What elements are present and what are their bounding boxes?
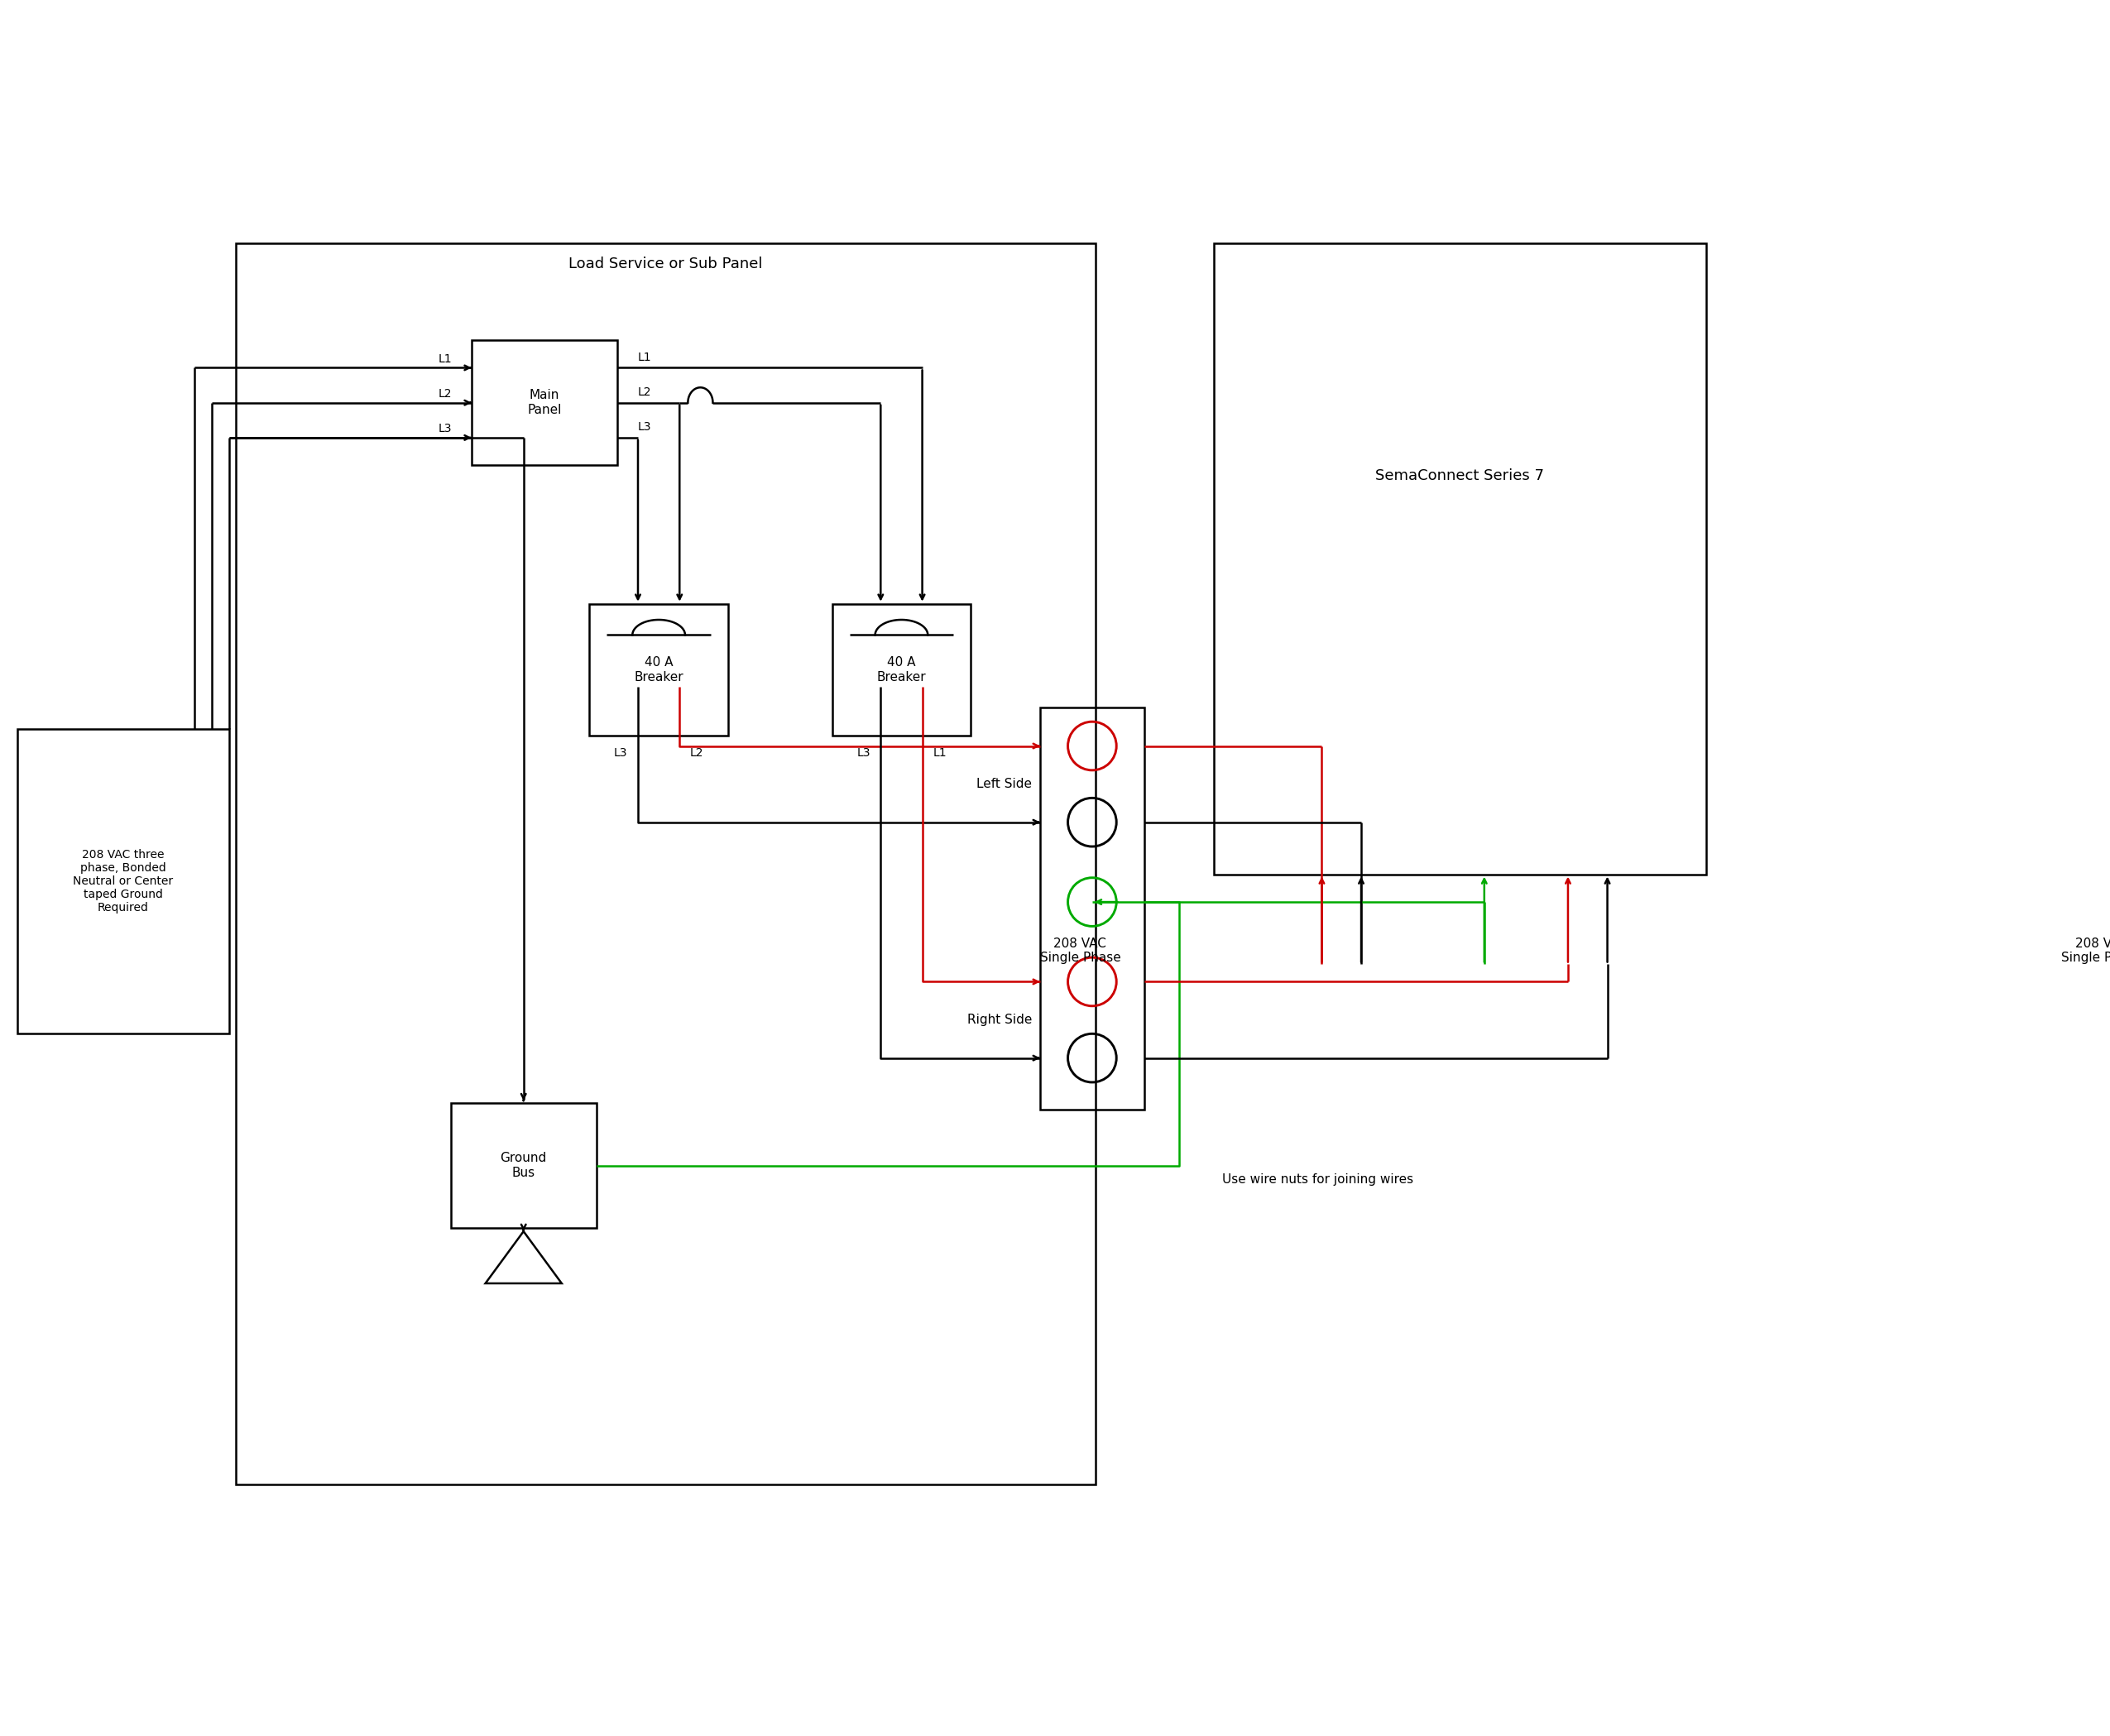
Text: L3: L3 [614,746,627,759]
Text: L3: L3 [637,422,652,432]
Bar [471,340,616,465]
Text: L1: L1 [933,746,947,759]
Text: Right Side: Right Side [966,1014,1032,1026]
Text: Left Side: Left Side [977,778,1032,790]
Text: L1: L1 [439,352,452,365]
Text: 208 VAC
Single Phase: 208 VAC Single Phase [1040,937,1120,963]
Bar [1040,708,1144,1109]
Text: SemaConnect Series 7: SemaConnect Series 7 [1376,469,1545,483]
Text: Use wire nuts for joining wires: Use wire nuts for joining wires [1222,1174,1414,1186]
Bar [1213,243,1705,875]
Text: Load Service or Sub Panel: Load Service or Sub Panel [570,257,762,271]
Bar [17,729,228,1033]
Bar [452,1102,597,1227]
Text: L1: L1 [637,352,652,363]
Text: L2: L2 [690,746,703,759]
Text: 40 A
Breaker: 40 A Breaker [878,656,926,682]
Text: Main
Panel: Main Panel [528,389,561,417]
Text: Ground
Bus: Ground Bus [500,1153,546,1179]
Text: L3: L3 [857,746,869,759]
Text: 40 A
Breaker: 40 A Breaker [635,656,684,682]
Text: L2: L2 [637,387,652,398]
Text: L3: L3 [439,424,452,434]
Bar [589,604,728,736]
Bar [831,604,971,736]
Text: 208 VAC
Single Phase: 208 VAC Single Phase [2061,937,2110,963]
Bar [236,243,1095,1484]
Text: 208 VAC three
phase, Bonded
Neutral or Center
taped Ground
Required: 208 VAC three phase, Bonded Neutral or C… [74,849,173,913]
Text: L2: L2 [439,387,452,399]
